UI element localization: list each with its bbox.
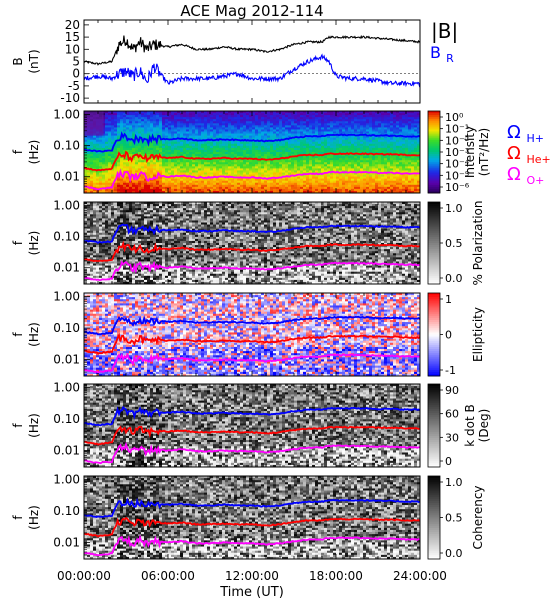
- panel-coherency-ytick-label: 0.01: [53, 536, 80, 550]
- panel-coherency-spectrogram: [84, 476, 420, 559]
- panel-coherency-ylabel-units: (Hz): [27, 505, 41, 530]
- panel-ellipticity-colorbar-tick: -1: [445, 364, 456, 377]
- panel-kdotb-colorbar-tick: 60: [445, 408, 459, 421]
- legend-gyro-h-symbol: Ω: [507, 122, 521, 143]
- panel-ellipticity-colorbar: 1 0 -1 Ellipticity: [428, 293, 485, 377]
- panel-polarization-ylabel: f: [11, 240, 25, 245]
- time-tick-label: 12:00:00: [225, 569, 279, 583]
- panel-polarization-ytick-label: 0.01: [53, 261, 80, 275]
- panel-kdotb-colorbar-tick: 90: [445, 384, 459, 397]
- panel-coherency-ytick-label: 0.10: [53, 504, 80, 518]
- panel-ellipticity-ylabel-units: (Hz): [27, 322, 41, 347]
- panel-polarization-colorbar: 1.0 0.5 0.0 % Polarization: [428, 201, 485, 286]
- legend-br-base: B: [430, 43, 441, 62]
- panel-kdotb-colorbar-units: (Deg): [477, 409, 491, 443]
- br-line: [84, 55, 420, 86]
- panel-polarization-colorbar-tick: 1.0: [445, 202, 463, 215]
- panel-intensity-ylabel: f: [11, 149, 25, 154]
- panel-kdotb-colorbar-label: k dot B: [463, 404, 477, 446]
- panel-coherency-colorbar-label: Coherency: [471, 485, 485, 549]
- bmag-line: [84, 36, 420, 65]
- time-tick-label: 06:00:00: [141, 569, 195, 583]
- panel-polarization-colorbar-tick: 0.0: [445, 272, 463, 285]
- legend-gyro-he: Ω He+: [507, 143, 550, 166]
- b-ytick-label: -10: [60, 91, 80, 105]
- panel-ellipticity-ylabel: f: [11, 332, 25, 337]
- panel-intensity-ytick-label: 1.00: [53, 108, 80, 122]
- panel-ellipticity-colorbar-tick: 1: [445, 293, 452, 306]
- time-tick-label: 24:00:00: [393, 569, 447, 583]
- panel-ellipticity-ytick-label: 0.01: [53, 353, 80, 367]
- legend-gyro-o: Ω O+: [507, 164, 544, 187]
- panel-ellipticity-colorbar-label: Ellipticity: [471, 307, 485, 362]
- panel-kdotb-ylabel: f: [11, 423, 25, 428]
- panel-kdotb-ylabel-units: (Hz): [27, 413, 41, 438]
- panel-intensity-ytick-label: 0.10: [53, 139, 80, 153]
- panel-kdotb-colorbar: 90 60 30 0 k dot B (Deg): [428, 384, 491, 468]
- legend-gyro-h-sub: H+: [527, 132, 545, 145]
- panel-ellipticity-ytick-label: 1.00: [53, 290, 80, 304]
- panels: B (nT)20151050-5-1010⁰10⁻¹10⁻²10⁻³10⁻⁴10⁻…: [11, 18, 491, 560]
- legend-br-sub: R: [446, 52, 454, 65]
- panel-polarization-ytick-label: 0.10: [53, 230, 80, 244]
- panel-kdotb-colorbar-tick: 30: [445, 431, 459, 444]
- panel-intensity-spectrogram: [84, 111, 420, 193]
- legend-gyro-o-symbol: Ω: [507, 164, 521, 185]
- panel-ellipticity-spectrogram: [84, 293, 420, 376]
- panel-coherency-colorbar: 1.0 0.5 0.0 Coherency: [428, 476, 485, 560]
- panel-polarization-ylabel-units: (Hz): [27, 231, 41, 256]
- panel-coherency-ylabel: f: [11, 515, 25, 520]
- legend-gyro-h: Ω H+: [507, 122, 544, 145]
- panel-intensity-colorbar-tick: 10⁻⁶: [445, 181, 470, 194]
- panel-polarization-ytick-label: 1.00: [53, 199, 80, 213]
- panel-b-ylabel-units: (nT): [27, 49, 41, 73]
- panel-polarization-colorbar-label: % Polarization: [471, 201, 485, 286]
- panel-coherency-colorbar-tick: 0.5: [445, 512, 463, 525]
- panel-intensity-ytick-label: 0.01: [53, 170, 80, 184]
- panel-polarization-spectrogram: [84, 202, 420, 284]
- panel-kdotb-spectrogram: [84, 384, 420, 467]
- panel-b-lines: [84, 36, 420, 86]
- figure-title: ACE Mag 2012-114: [180, 2, 323, 20]
- time-tick-label: 18:00:00: [309, 569, 363, 583]
- panel-ellipticity-ytick-label: 0.10: [53, 321, 80, 335]
- time-axis-ticks: 00:00:00 06:00:00 12:00:00 18:00:00 24:00:00: [57, 569, 447, 583]
- legend-gyro-o-sub: O+: [527, 174, 545, 187]
- legend-br: B R: [430, 43, 454, 65]
- panel-kdotb-colorbar-tick: 0: [445, 455, 452, 468]
- panel-polarization-colorbar-tick: 0.5: [445, 237, 463, 250]
- panel-coherency-colorbar-tick: 1.0: [445, 476, 463, 489]
- panel-kdotb-ytick-label: 1.00: [53, 381, 80, 395]
- panel-kdotb-ytick-label: 0.01: [53, 444, 80, 458]
- legend-gyro-he-sub: He+: [527, 153, 550, 166]
- time-tick-label: 00:00:00: [57, 569, 111, 583]
- legend-gyro-he-symbol: Ω: [507, 143, 521, 164]
- panel-ellipticity-colorbar-tick: 0: [445, 329, 452, 342]
- panel-intensity-colorbar-label: Intensity: [463, 126, 477, 178]
- panel-intensity-ylabel-units: (Hz): [27, 140, 41, 165]
- legend-bmag: |B|: [431, 19, 458, 43]
- panel-intensity-colorbar-units: (nT²/Hz): [477, 128, 491, 176]
- panel-b-ylabel: B: [11, 57, 25, 65]
- panel-kdotb-ytick-label: 0.10: [53, 412, 80, 426]
- panel-coherency-ytick-label: 1.00: [53, 473, 80, 487]
- panel-coherency-colorbar-tick: 0.0: [445, 547, 463, 560]
- time-axis-label: Time (UT): [219, 585, 284, 600]
